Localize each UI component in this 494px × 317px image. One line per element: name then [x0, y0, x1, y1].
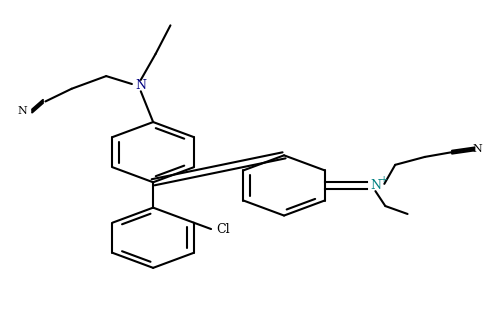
- Text: +: +: [380, 175, 388, 184]
- Text: Cl: Cl: [216, 223, 230, 236]
- Text: N: N: [17, 106, 27, 116]
- Text: N: N: [135, 79, 146, 92]
- Text: N: N: [473, 144, 483, 154]
- Text: N: N: [370, 179, 381, 192]
